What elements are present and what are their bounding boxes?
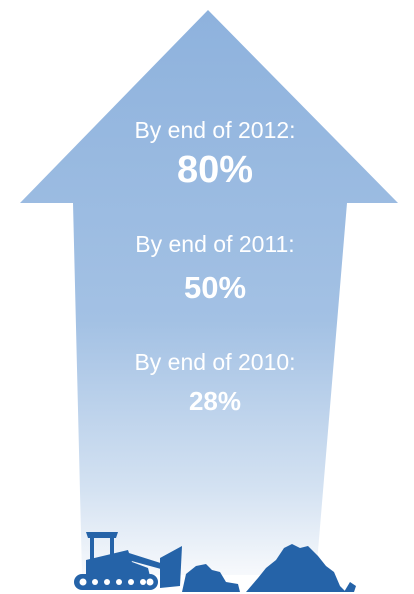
up-arrow-shape — [20, 10, 398, 575]
milestone-value: 80% — [176, 149, 254, 191]
milestone-value: 28% — [188, 386, 242, 416]
milestone-label: By end of 2012: — [134, 117, 296, 143]
rubble-icon — [182, 544, 356, 592]
bulldozer-icon — [74, 532, 182, 590]
milestone-label: By end of 2011: — [135, 231, 295, 257]
milestone-2010: By end of 2010: 28% — [0, 349, 414, 416]
milestone-2011: By end of 2011: 50% — [0, 231, 414, 305]
milestone-2012: By end of 2012: 80% — [0, 117, 414, 192]
milestone-value: 50% — [183, 270, 247, 305]
milestone-label: By end of 2010: — [134, 349, 296, 375]
